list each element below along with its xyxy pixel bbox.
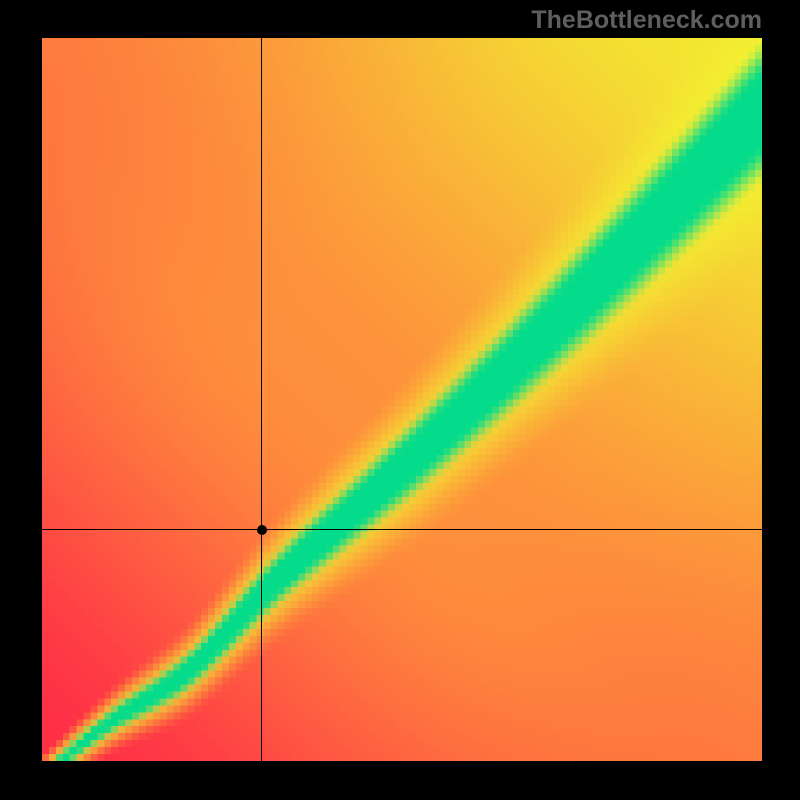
crosshair-vertical-line xyxy=(261,38,262,761)
watermark-text: TheBottleneck.com xyxy=(531,6,762,35)
chart-container: TheBottleneck.com xyxy=(0,0,800,800)
heatmap-plot xyxy=(42,38,762,761)
crosshair-horizontal-line xyxy=(42,529,762,530)
crosshair-marker-dot xyxy=(257,525,267,535)
